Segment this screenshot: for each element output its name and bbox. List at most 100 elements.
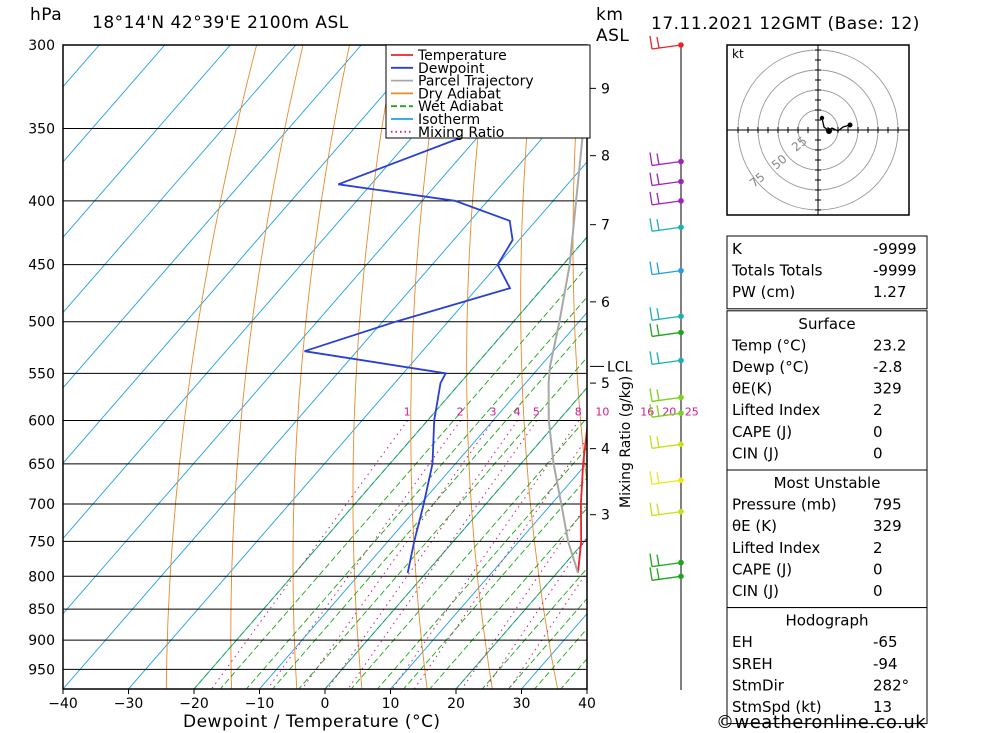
credit-footer: ©weatheronline.co.uk <box>716 712 926 733</box>
wet-adiabat-line <box>187 45 754 697</box>
location-title: 18°14'N 42°39'E 2100m ASL <box>92 13 349 33</box>
hodograph-stats-value: -94 <box>873 655 898 673</box>
y-tick-label: 300 <box>28 38 55 54</box>
y-tick-label: 950 <box>28 662 55 678</box>
wind-barb-shaft <box>652 397 681 401</box>
y-tick-label: 450 <box>28 258 55 274</box>
wind-barb-column <box>650 36 684 690</box>
wind-barb-shaft <box>652 332 681 336</box>
most-unstable-stats-label: Lifted Index <box>732 539 820 557</box>
height-tick-label: 4 <box>601 442 610 458</box>
dry-adiabat-line <box>953 45 1000 697</box>
wind-barb-shaft <box>652 45 681 49</box>
hodograph-unit-label: kt <box>732 47 744 61</box>
hodograph-stats-value: 282° <box>873 676 909 694</box>
dry-adiabat-line <box>521 45 560 697</box>
height-unit-asl: ASL <box>596 26 629 46</box>
dry-adiabat-line <box>166 45 256 697</box>
wind-barb-feather <box>657 472 659 483</box>
y-tick-label: 600 <box>28 413 55 429</box>
mixing-ratio-line <box>262 421 461 698</box>
most-unstable-stats-label: Pressure (mb) <box>732 496 837 514</box>
most-unstable-stats-value: 0 <box>873 560 883 578</box>
mixing-ratio-label: 8 <box>575 405 582 418</box>
height-tick-label: 9 <box>601 81 610 97</box>
plot-frame <box>63 45 587 689</box>
most-unstable-stats-value: 795 <box>873 496 902 514</box>
basic-stats-label: K <box>732 240 743 258</box>
y-tick-label: 500 <box>28 315 55 331</box>
y-tick-label: 350 <box>28 122 55 138</box>
surface-stats-label: CIN (J) <box>732 444 779 462</box>
wind-barb-shaft <box>652 201 681 205</box>
most-unstable-stats-title: Most Unstable <box>774 474 881 492</box>
basic-stats-value: -9999 <box>873 262 917 280</box>
wind-barb-feather <box>650 435 652 448</box>
x-axis-label: Dewpoint / Temperature (°C) <box>183 712 441 732</box>
height-tick-label: 5 <box>601 376 610 392</box>
isotherm-line <box>0 45 558 697</box>
wind-barb-shaft <box>652 360 681 364</box>
dry-adiabat-line <box>624 45 691 697</box>
wind-barb-feather <box>650 388 652 401</box>
most-unstable-stats-label: CIN (J) <box>732 582 779 600</box>
isotherm-line <box>56 45 623 697</box>
wind-barb-feather <box>650 192 652 205</box>
height-tick-label: 8 <box>601 149 610 165</box>
wind-barb-feather <box>650 567 652 580</box>
wind-barb-shaft <box>652 563 681 567</box>
skewt-figure: hPa 18°14'N 42°39'E 2100m ASL km ASL 17.… <box>0 0 1000 733</box>
surface-stats-value: -2.8 <box>873 358 902 376</box>
hodograph-stats-label: SREH <box>732 655 773 673</box>
x-tick-label: 0 <box>321 696 330 712</box>
y-tick-label: 650 <box>28 457 55 473</box>
surface-stats-value: 0 <box>873 423 883 441</box>
x-tick-label: −10 <box>245 696 275 712</box>
isotherm-line <box>0 45 165 697</box>
hodograph-stats-label: EH <box>732 633 753 651</box>
surface-stats-label: CAPE (J) <box>732 423 792 441</box>
most-unstable-stats-value: 2 <box>873 539 883 557</box>
basic-stats-value: 1.27 <box>873 283 906 301</box>
mixing-ratio-label: 20 <box>662 405 676 418</box>
surface-stats-label: θE(K) <box>732 380 772 398</box>
mixing-ratio-label: 25 <box>685 405 699 418</box>
hodograph-point <box>848 123 853 128</box>
storm-motion-marker <box>826 128 832 134</box>
wind-barb-shaft <box>652 480 681 484</box>
wind-barb-feather <box>657 555 659 566</box>
lcl-label: LCL <box>607 359 633 375</box>
basic-stats-label: Totals Totals <box>731 262 823 280</box>
wind-barb-feather <box>657 324 659 335</box>
wet-adiabat-line <box>213 45 780 697</box>
hodograph-stats-label: StmDir <box>732 676 785 694</box>
mixing-ratio-label: 4 <box>514 405 521 418</box>
hodograph-stats-title: Hodograph <box>785 612 868 630</box>
y-tick-label: 700 <box>28 497 55 513</box>
wind-barb-feather <box>657 37 659 48</box>
wind-barb-feather <box>657 504 659 515</box>
x-tick-label: −40 <box>48 696 78 712</box>
wind-barb-feather <box>657 352 659 363</box>
wind-barb-shaft <box>652 512 681 516</box>
height-tick-label: 6 <box>601 295 610 311</box>
wind-barb-feather <box>650 471 652 484</box>
mixing-ratio-line <box>206 421 408 698</box>
y-tick-label: 550 <box>28 366 55 382</box>
hodograph-point <box>820 116 824 120</box>
wind-barb-feather <box>657 389 659 400</box>
wind-barb-feather <box>657 263 659 274</box>
wind-barb-feather <box>650 173 652 186</box>
wind-barb-feather <box>650 36 652 49</box>
datetime-title: 17.11.2021 12GMT (Base: 12) <box>651 14 920 34</box>
surface-stats-value: 23.2 <box>873 336 906 354</box>
wind-barb-shaft <box>652 162 681 166</box>
surface-stats-title: Surface <box>798 315 855 333</box>
basic-stats-label: PW (cm) <box>732 283 795 301</box>
mixing-ratio-label: 10 <box>595 405 609 418</box>
wind-barb-shaft <box>652 444 681 448</box>
y-tick-label: 750 <box>28 534 55 550</box>
most-unstable-stats-label: θE (K) <box>732 517 777 535</box>
